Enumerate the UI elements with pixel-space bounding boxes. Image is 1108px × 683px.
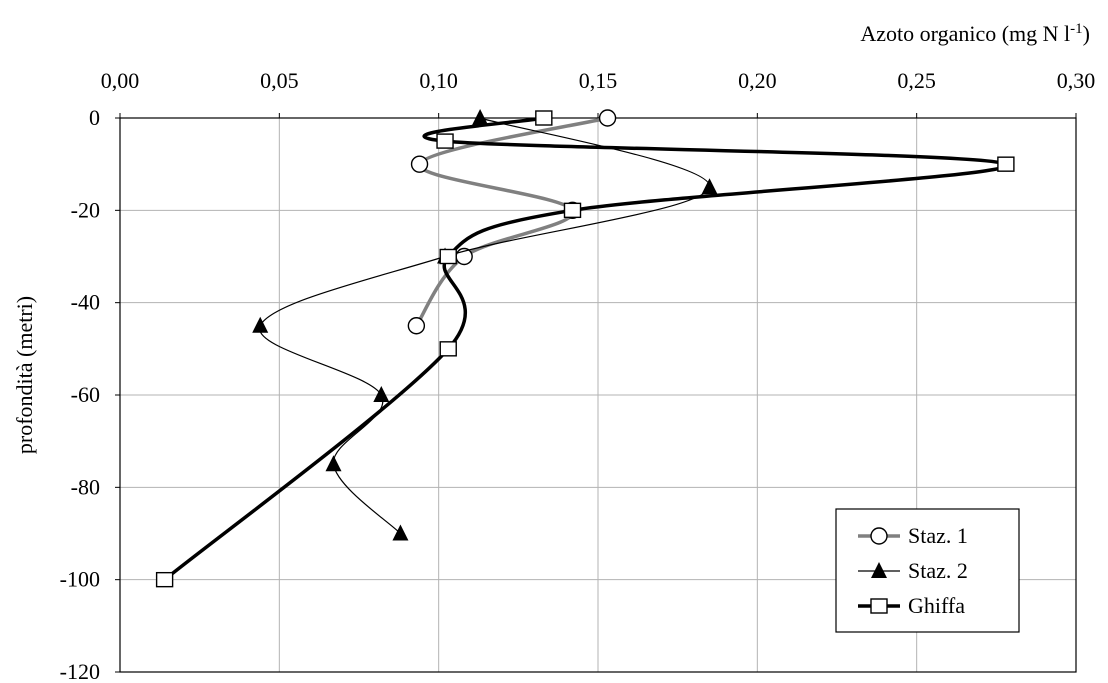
x-tick-label: 0,05 (260, 68, 299, 93)
marker-circle (870, 527, 888, 545)
x-axis-title-superscript: -1 (1070, 21, 1083, 37)
x-axis-title: Azoto organico (mg N l-1) (860, 21, 1090, 46)
x-tick-label: 0,00 (101, 68, 140, 93)
x-tick-label: 0,20 (738, 68, 777, 93)
marker-triangle (701, 178, 718, 195)
legend-label: Staz. 1 (908, 523, 968, 548)
x-tick-label: 0,25 (897, 68, 936, 93)
y-tick-label: -20 (71, 197, 100, 222)
marker-triangle (392, 524, 409, 541)
series-line (259, 117, 711, 534)
series-layer (155, 109, 1015, 588)
legend-label: Ghiffa (908, 593, 965, 618)
marker-square (439, 248, 457, 265)
marker-square (870, 598, 888, 614)
legend-label: Staz. 2 (908, 558, 968, 583)
marker-square (155, 571, 174, 588)
marker-square (563, 202, 582, 219)
x-tick-label: 0,15 (579, 68, 618, 93)
series-ghiffa (155, 110, 1015, 588)
y-tick-label: -120 (60, 659, 100, 683)
legend-item: Ghiffa (858, 593, 965, 618)
ticks: 0,00 0,05 0,10 0,15 0,20 0,25 0,30 0 -20 -40 -60 -8… (60, 68, 1096, 683)
y-tick-label: -40 (71, 290, 100, 315)
marker-square (436, 133, 454, 149)
legend-item: Staz. 2 (858, 558, 968, 583)
y-axis-title: profondità (metri) (12, 296, 37, 454)
y-tick-label: -60 (71, 382, 100, 407)
marker-triangle (252, 316, 269, 333)
legend: Staz. 1 Staz. 2 Ghiffa (835, 508, 1020, 633)
legend-item: Staz. 1 (858, 523, 968, 548)
marker-circle (410, 155, 429, 173)
series-staz-2 (252, 109, 718, 541)
marker-circle (407, 317, 426, 335)
marker-square (997, 156, 1015, 172)
marker-square (439, 341, 457, 357)
marker-circle (598, 109, 617, 127)
marker-square (535, 110, 553, 126)
marker-triangle (871, 562, 887, 578)
marker-triangle (472, 109, 489, 125)
series-line (163, 116, 1009, 582)
y-tick-label: 0 (89, 105, 100, 130)
y-tick-label: -80 (71, 474, 100, 499)
marker-triangle (325, 455, 342, 472)
marker-triangle (373, 386, 390, 402)
x-tick-label: 0,30 (1057, 68, 1096, 93)
y-tick-label: -100 (60, 567, 100, 592)
x-tick-label: 0,10 (419, 68, 458, 93)
